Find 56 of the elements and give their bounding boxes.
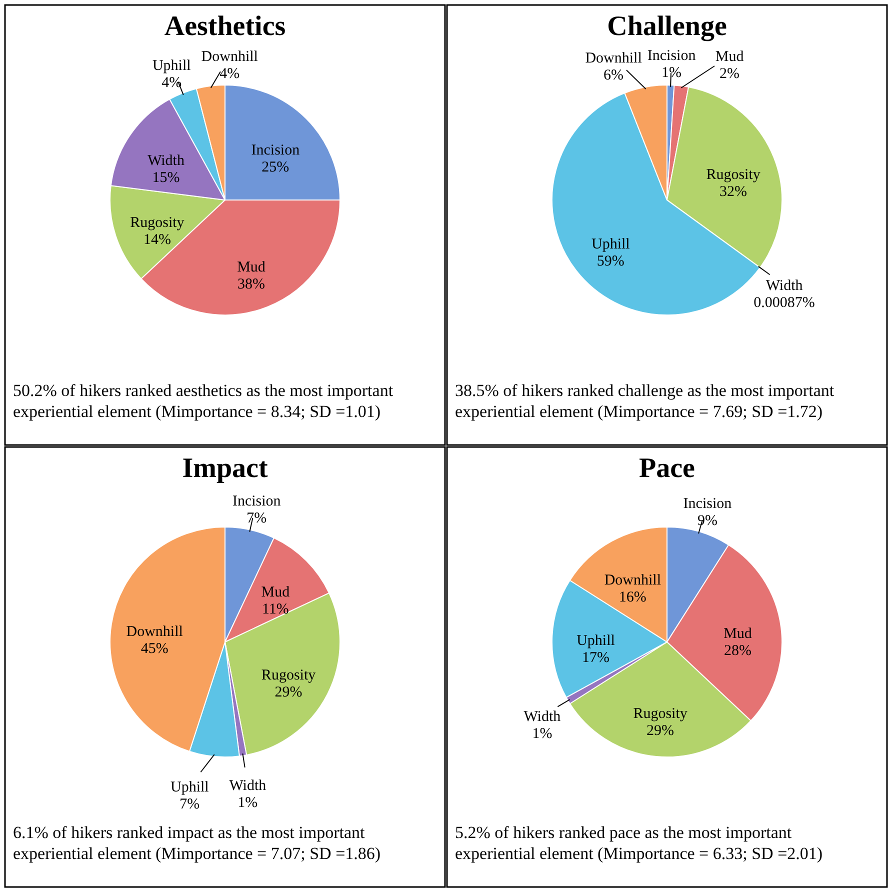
data-label: 1% (238, 795, 258, 812)
slice-label: Incision (683, 496, 732, 512)
slice-label: Mud (261, 584, 290, 601)
text: 38.5% of hikers ranked challenge as the most important experiential element (Mimportance = 7.69; SD =1.72) (455, 381, 834, 421)
slice-label: Incision (251, 142, 300, 159)
data-label: 7% (246, 510, 267, 526)
data-label: 4% (220, 66, 240, 82)
data-label: 0.00087% (754, 295, 815, 312)
slice-label: Mud (237, 259, 266, 276)
data-label: 14% (143, 232, 171, 248)
data-label: 45% (140, 640, 168, 657)
data-label: 15% (152, 170, 180, 186)
data-label: 2% (720, 66, 740, 82)
slice-label: Downhill (585, 50, 642, 67)
data-label: 17% (582, 650, 610, 666)
text: 5.2% of hikers ranked pace as the most important experiential element (Mimportance = 6.33; SD =2.01) (455, 823, 823, 863)
chart-title: Pace (639, 453, 695, 484)
slice-label: Uphill (576, 632, 615, 649)
data-label: 1% (532, 726, 552, 742)
slice-label: Mud (715, 49, 744, 66)
data-label: 32% (720, 184, 748, 200)
chart-title: Impact (182, 453, 268, 484)
data-label: 11% (262, 602, 289, 618)
slice-label: Width (524, 708, 562, 725)
text: 6.1% of hikers ranked impact as the most important experiential element (Mimportance = 7.07; SD =1.86) (13, 823, 381, 863)
slice-label: Uphill (170, 779, 209, 796)
chart-title: Aesthetics (164, 11, 286, 42)
data-label: 29% (274, 684, 302, 700)
slice-label: Rugosity (633, 706, 688, 722)
data-label: 4% (162, 75, 182, 92)
slice-label: Downhill (126, 624, 183, 640)
data-label: 25% (262, 160, 290, 176)
slice-label: Width (229, 778, 267, 794)
data-label: 28% (724, 643, 752, 660)
slice-label: Rugosity (130, 215, 185, 232)
chart-title: Challenge (607, 11, 727, 42)
slice-label: Rugosity (706, 166, 761, 183)
data-label: 9% (697, 512, 718, 529)
slice-label: Incision (232, 493, 282, 510)
data-label: 59% (596, 254, 624, 270)
slice-label: Rugosity (261, 667, 316, 684)
data-label: 29% (646, 722, 674, 739)
slice-label: Width (148, 152, 185, 169)
slice-label: Incision (647, 48, 696, 64)
text: 50.2% of hikers ranked aesthetics as the most important experiential element (Mimportance = 8.34; SD =1.01) (13, 381, 394, 421)
slice-label: Downhill (201, 49, 258, 66)
slice-label: Mud (724, 626, 752, 642)
data-label: 6% (604, 68, 624, 84)
slice-label: Downhill (604, 572, 661, 589)
data-label: 7% (180, 796, 200, 812)
slice-label: Uphill (591, 236, 630, 253)
slice-label: Uphill (152, 58, 191, 74)
slice-label: Width (766, 278, 804, 294)
data-label: 1% (662, 65, 682, 82)
data-label: 38% (237, 276, 265, 292)
data-label: 16% (618, 590, 646, 606)
